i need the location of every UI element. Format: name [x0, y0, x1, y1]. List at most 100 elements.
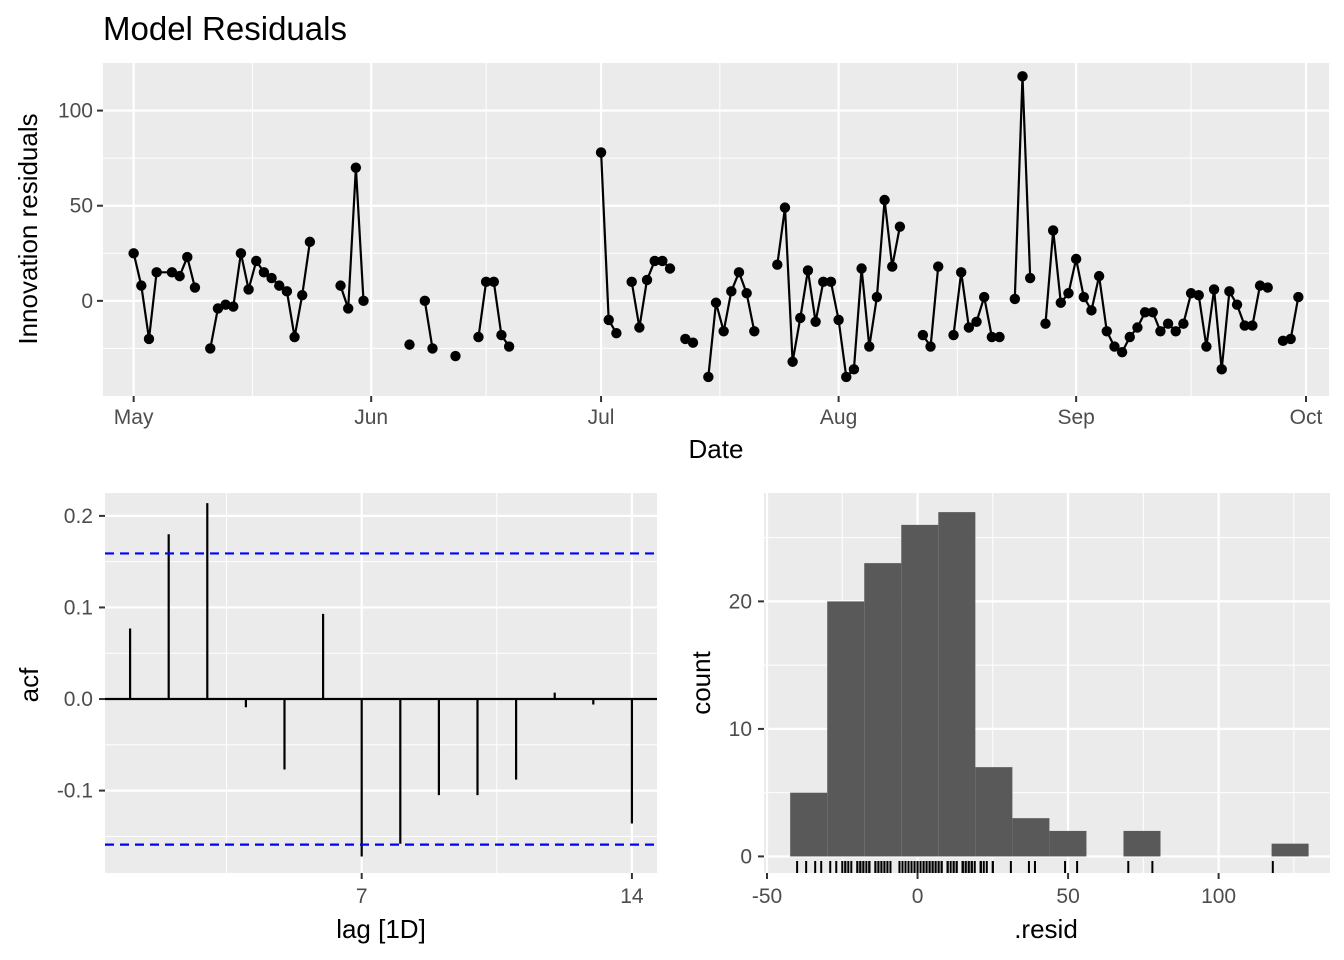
residual-point: [925, 341, 936, 352]
histogram-y-tick-label: 0: [740, 845, 752, 868]
residual-point: [1132, 322, 1143, 333]
histogram-x-ticks: -50 0 50 100: [752, 873, 1236, 908]
residuals-x-tick-label: May: [114, 406, 154, 429]
acf-x-tick-label: 14: [620, 885, 644, 908]
residual-point: [1078, 291, 1090, 303]
residual-point: [266, 272, 277, 284]
acf-plot: 7 14 -0.1 0.0 0.1 0.2 lag [1D] acf: [14, 493, 657, 944]
residual-point: [1285, 333, 1296, 345]
residual-point: [1017, 71, 1028, 82]
residuals-y-tick-label: 50: [70, 195, 93, 218]
residual-point: [289, 331, 300, 343]
residual-point: [304, 236, 316, 248]
residual-point: [848, 364, 860, 375]
residual-point: [864, 341, 875, 352]
residual-point: [634, 322, 645, 333]
acf-x-tick-label: 7: [356, 885, 368, 908]
residual-point: [1047, 225, 1059, 236]
residuals-y-ticks: 0 50 100: [58, 100, 103, 313]
residual-point: [641, 274, 653, 286]
residual-point: [228, 301, 239, 312]
residual-point: [189, 282, 201, 293]
residuals-series-segment: [339, 167, 365, 309]
residual-point: [649, 255, 660, 267]
residuals-x-tick-label: Aug: [820, 406, 857, 429]
residual-point: [1124, 331, 1135, 343]
residual-point: [136, 280, 147, 291]
residual-point: [1193, 289, 1204, 301]
residual-point: [1070, 253, 1082, 265]
residual-point: [297, 289, 308, 301]
residual-point: [741, 288, 752, 299]
acf-panel-background: [105, 493, 657, 873]
residual-point: [1231, 299, 1243, 310]
residual-point: [1109, 341, 1120, 352]
residual-point: [680, 333, 691, 345]
histogram-bin-bar: [827, 601, 865, 857]
residuals-x-ticks: May Jun Jul Aug Sep Oct: [114, 396, 1323, 429]
residuals-y-axis-title: Innovation residuals: [13, 113, 43, 344]
residuals-series-segment: [423, 300, 434, 349]
histogram-y-tick-label: 20: [729, 590, 752, 613]
residual-point: [603, 314, 614, 326]
residual-point: [956, 267, 967, 278]
histogram-bin-bar: [938, 512, 976, 857]
residual-point: [795, 312, 806, 324]
residual-point: [350, 162, 362, 173]
acf-confidence-bounds: [105, 552, 657, 846]
residual-point: [143, 333, 155, 345]
residual-point: [611, 328, 622, 339]
acf-x-ticks: 7 14: [356, 873, 644, 908]
residual-point: [718, 326, 729, 337]
residual-point: [779, 202, 791, 213]
residual-point: [833, 314, 844, 326]
residual-point: [274, 280, 285, 291]
residual-point: [710, 297, 722, 308]
residuals-y-tick-label: 0: [81, 290, 93, 313]
histogram-bin-bar: [864, 563, 902, 857]
histogram-bin-bar: [1049, 830, 1087, 857]
residual-point: [151, 267, 162, 278]
residual-point: [986, 331, 998, 343]
residuals-series-points: [128, 71, 1304, 383]
residual-point: [657, 255, 668, 267]
histogram-x-tick-label: 0: [912, 885, 924, 908]
acf-x-axis-title: lag [1D]: [336, 914, 426, 944]
residual-point: [473, 331, 484, 343]
histogram-bin-bar: [901, 524, 939, 857]
residual-point: [841, 371, 852, 383]
residual-point: [1155, 326, 1166, 337]
residual-point: [1063, 288, 1074, 299]
histogram-bin-bar: [790, 792, 828, 857]
residual-point: [933, 261, 944, 272]
residual-point: [1170, 326, 1181, 337]
residual-point: [1040, 318, 1051, 329]
residual-point: [212, 303, 224, 314]
histogram-x-tick-label: -50: [752, 885, 782, 908]
residual-point: [205, 343, 216, 354]
residuals-x-tick-label: Jun: [354, 406, 388, 429]
residuals-x-axis-title: Date: [689, 434, 744, 464]
residual-point: [810, 316, 821, 327]
residual-point: [404, 339, 415, 350]
residual-point: [128, 248, 139, 259]
residual-point: [496, 329, 507, 341]
residuals-y-tick-label: 100: [58, 100, 93, 123]
residual-point: [887, 261, 898, 272]
residual-point: [1293, 291, 1304, 303]
residual-point: [595, 147, 607, 158]
residuals-x-tick-label: Jul: [588, 406, 615, 429]
residual-point: [174, 270, 185, 282]
residual-point: [503, 341, 515, 352]
residual-point: [450, 350, 461, 362]
residuals-time-plot: May Jun Jul Aug Sep Oct 0 50 100 Date Innovatio…: [13, 63, 1329, 464]
acf-y-tick-label: -0.1: [57, 780, 93, 803]
acf-y-tick-label: 0.0: [64, 688, 93, 711]
histogram-x-tick-label: 100: [1201, 885, 1236, 908]
residual-point: [235, 248, 247, 259]
residual-point: [281, 286, 293, 297]
residual-point: [335, 280, 346, 291]
histogram-y-tick-label: 10: [729, 718, 752, 741]
residual-point: [1116, 347, 1128, 358]
